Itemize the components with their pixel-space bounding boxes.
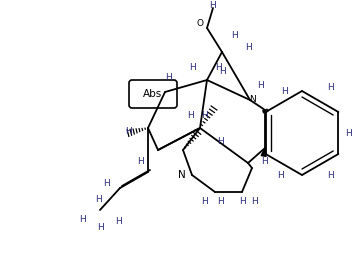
- Text: H: H: [79, 215, 85, 225]
- Text: H: H: [137, 158, 143, 166]
- Text: H: H: [262, 158, 268, 166]
- Text: H: H: [232, 31, 239, 39]
- Text: H: H: [326, 170, 333, 180]
- Text: O: O: [197, 18, 204, 28]
- Text: H: H: [277, 170, 283, 180]
- Text: H: H: [125, 128, 131, 136]
- Text: H: H: [257, 80, 263, 89]
- Text: H: H: [201, 110, 208, 119]
- Text: H: H: [115, 218, 121, 226]
- Text: H: H: [201, 198, 208, 206]
- Text: H: H: [282, 88, 288, 97]
- Text: H: H: [245, 43, 251, 52]
- Polygon shape: [261, 148, 266, 156]
- Text: H: H: [103, 179, 109, 188]
- Text: H: H: [216, 198, 223, 206]
- Text: H: H: [219, 68, 225, 77]
- Text: H: H: [216, 138, 223, 146]
- Text: N: N: [178, 170, 186, 180]
- Text: H: H: [96, 224, 103, 232]
- Text: H: H: [95, 195, 101, 205]
- Text: H: H: [210, 1, 216, 9]
- FancyBboxPatch shape: [129, 80, 177, 108]
- Text: H: H: [215, 63, 221, 73]
- Text: H: H: [239, 198, 245, 206]
- Text: H: H: [164, 73, 171, 83]
- Text: H: H: [252, 198, 258, 206]
- Text: H: H: [346, 129, 352, 138]
- Text: N: N: [248, 95, 255, 104]
- Text: H: H: [189, 63, 195, 73]
- Text: Abs: Abs: [143, 89, 163, 99]
- Text: H: H: [187, 110, 193, 119]
- Text: H: H: [326, 83, 333, 93]
